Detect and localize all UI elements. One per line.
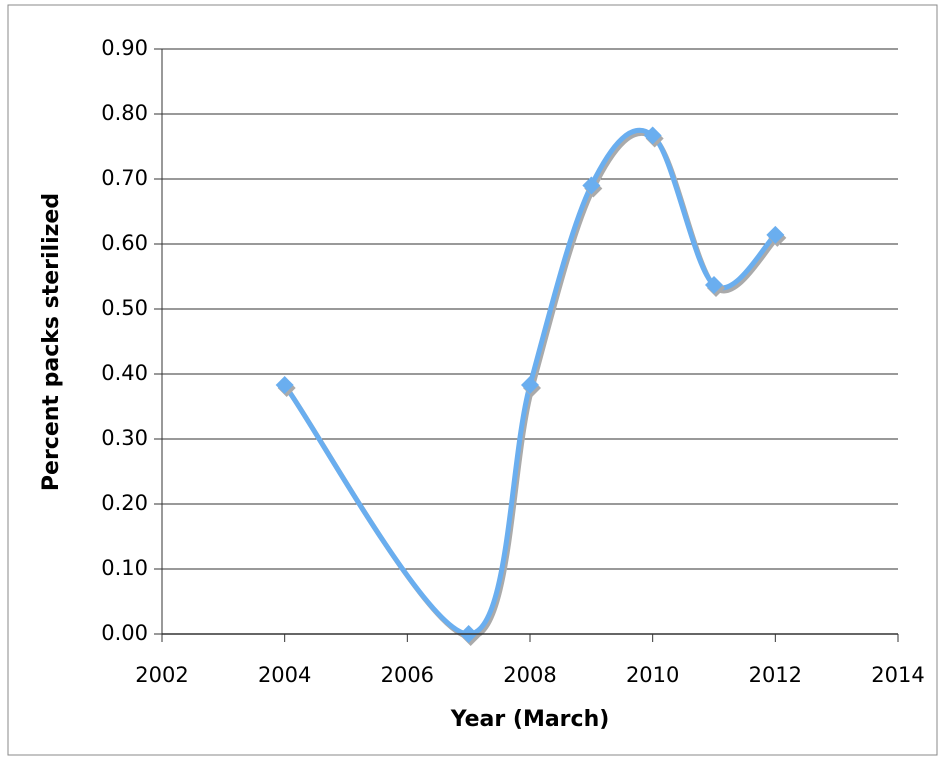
marker xyxy=(582,176,601,195)
y-tick-label: 0.20 xyxy=(101,491,148,515)
x-tick-label: 2002 xyxy=(135,663,188,687)
x-tick-label: 2010 xyxy=(626,663,679,687)
marker xyxy=(521,376,539,395)
y-tick-label: 0.70 xyxy=(101,166,148,190)
line xyxy=(282,127,778,637)
y-tick-label: 0.40 xyxy=(101,361,148,385)
y-tick-label: 0.00 xyxy=(101,621,148,645)
x-tick-label: 2008 xyxy=(503,663,556,687)
y-tick-label: 0.10 xyxy=(101,556,148,580)
y-tick-label: 0.90 xyxy=(101,36,148,60)
y-axis-title: Percent packs sterilized xyxy=(39,193,64,491)
x-tick-label: 2006 xyxy=(381,663,434,687)
marker xyxy=(705,275,723,294)
marker xyxy=(766,225,785,244)
y-tick-label: 0.80 xyxy=(101,101,148,125)
y-tick-label: 0.60 xyxy=(101,231,148,255)
y-tick-label: 0.50 xyxy=(101,296,148,320)
marker xyxy=(643,126,662,145)
x-tick-label: 2012 xyxy=(749,663,802,687)
y-tick-label: 0.30 xyxy=(101,426,148,450)
marker xyxy=(275,376,294,395)
x-axis-title: Year (March) xyxy=(450,707,610,732)
x-tick-label: 2004 xyxy=(258,663,311,687)
x-tick-label: 2014 xyxy=(871,663,924,687)
